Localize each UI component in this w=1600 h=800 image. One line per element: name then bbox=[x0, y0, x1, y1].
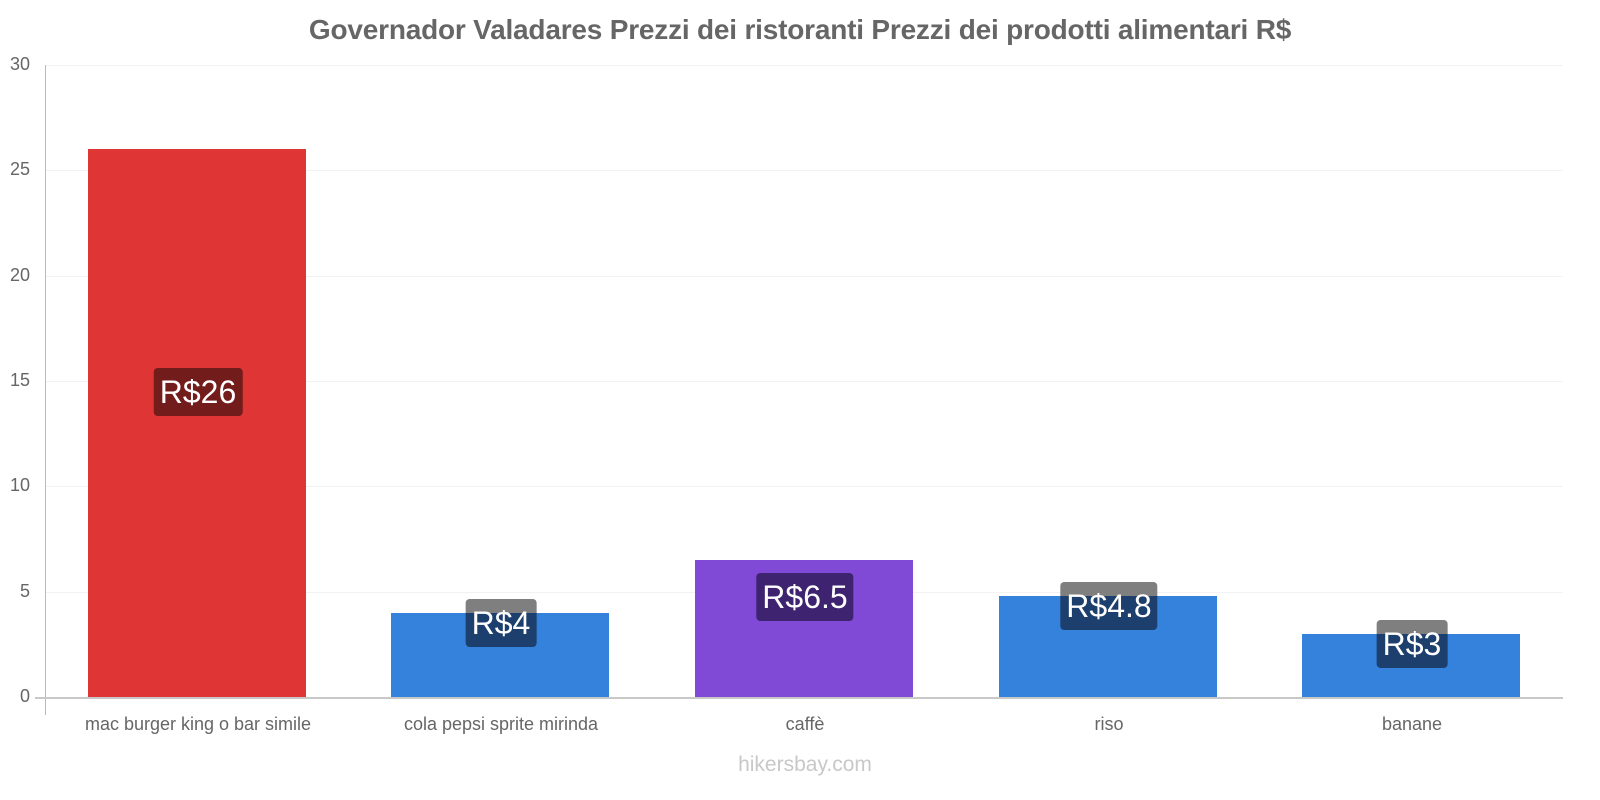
data-label: R$6.5 bbox=[756, 573, 854, 621]
y-tick-label: 10 bbox=[9, 475, 30, 495]
x-category-label: caffè bbox=[785, 714, 825, 734]
data-label: R$4.8 bbox=[1060, 582, 1158, 630]
x-category-label: cola pepsi sprite mirinda bbox=[403, 714, 599, 734]
data-label: R$4 bbox=[465, 599, 537, 647]
data-label: R$3 bbox=[1376, 620, 1448, 668]
x-axis-line bbox=[35, 697, 1563, 699]
gridline bbox=[46, 65, 1563, 66]
gridline bbox=[46, 381, 1563, 382]
watermark: hikersbay.com bbox=[738, 753, 872, 776]
y-tick-label: 30 bbox=[9, 54, 30, 74]
y-tick-label: 0 bbox=[19, 686, 30, 706]
y-tick-label: 25 bbox=[9, 159, 30, 179]
x-category-label: banane bbox=[1381, 714, 1443, 734]
x-category-label: riso bbox=[1094, 714, 1124, 734]
y-axis-line bbox=[45, 65, 46, 715]
chart-title: Governador Valadares Prezzi dei ristoran… bbox=[308, 14, 1292, 45]
x-category-label: mac burger king o bar simile bbox=[84, 714, 312, 734]
gridline bbox=[46, 276, 1563, 277]
data-label: R$26 bbox=[153, 368, 243, 416]
y-tick-label: 5 bbox=[19, 581, 30, 601]
y-tick-label: 15 bbox=[9, 370, 30, 390]
y-tick-label: 20 bbox=[9, 265, 30, 285]
gridline bbox=[46, 486, 1563, 487]
bar[interactable] bbox=[88, 149, 306, 697]
gridline bbox=[46, 170, 1563, 171]
